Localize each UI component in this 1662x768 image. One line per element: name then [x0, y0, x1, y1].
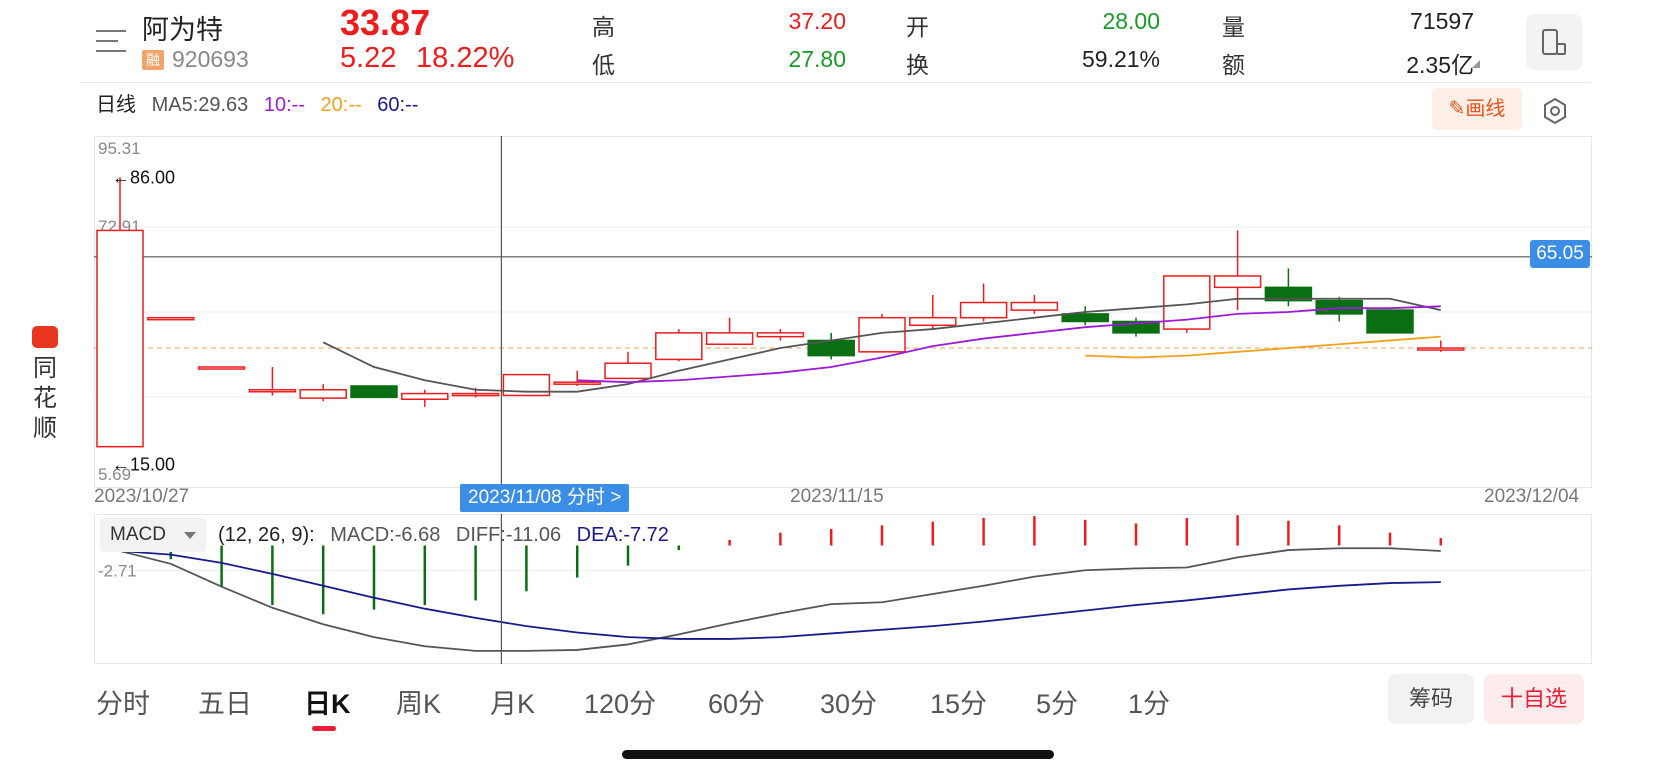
macd-value: MACD:-6.68: [330, 524, 441, 546]
tab-60min[interactable]: 60分: [708, 689, 766, 719]
candle-body: [705, 332, 754, 345]
tab-15min[interactable]: 15分: [930, 689, 988, 719]
macd-frame: [94, 514, 1592, 664]
ma5-line: [322, 297, 1441, 393]
tab-5min[interactable]: 5分: [1036, 689, 1079, 719]
corner-mark: [1472, 60, 1480, 68]
quote-label-volume: 量: [1222, 14, 1245, 40]
tab-month-k[interactable]: 月K: [490, 689, 536, 719]
candle-body: [1417, 347, 1465, 351]
quote-label-amount: 额: [1222, 52, 1245, 78]
quote-value-low: 27.80: [788, 46, 846, 72]
y-axis-label: 5.69: [98, 465, 131, 484]
candle-body: [248, 389, 297, 393]
date-label-end: 2023/12/04: [1484, 486, 1580, 507]
quote-label-open: 开: [906, 14, 929, 40]
candle-body: [350, 385, 398, 399]
caret-down-icon: [184, 532, 196, 539]
tab-120min[interactable]: 120分: [584, 689, 657, 719]
macd-values: (12, 26, 9): MACD:-6.68 DIFF:-11.06 DEA:…: [218, 524, 679, 547]
macd-y-label: -2.71: [98, 561, 137, 580]
indicator-select[interactable]: MACD: [100, 518, 206, 552]
candle-body: [655, 332, 703, 361]
home-indicator: [622, 750, 1054, 759]
period-label: 日线: [96, 94, 136, 116]
tab-day-k[interactable]: 日K: [304, 689, 351, 719]
tab-week-k[interactable]: 周K: [396, 689, 442, 719]
diff-line: [119, 547, 1441, 652]
quote-label-turnover: 换: [906, 52, 929, 78]
candle-body: [401, 392, 449, 401]
candle-body: [909, 316, 957, 327]
candle-body: [299, 389, 347, 399]
tab-fenshi[interactable]: 分时: [96, 689, 150, 719]
candle-body: [197, 366, 246, 370]
ma20-label: 20:--: [320, 94, 362, 116]
price-change: 5.22: [340, 42, 397, 74]
draw-line-button[interactable]: ✎画线: [1432, 88, 1522, 130]
device-switch-button[interactable]: [1526, 14, 1582, 70]
candle-body: [604, 362, 652, 380]
ma20-line: [1085, 335, 1441, 359]
settings-icon[interactable]: [1540, 96, 1570, 126]
y-axis-label: 95.31: [98, 139, 141, 158]
tab-1min[interactable]: 1分: [1128, 689, 1171, 719]
candle-body: [756, 332, 805, 338]
add-favorite-button[interactable]: 十自选: [1484, 674, 1584, 724]
candle-body: [553, 381, 601, 385]
menu-icon[interactable]: [96, 28, 128, 54]
active-tab-indicator: [312, 726, 336, 731]
candle-body: [1366, 309, 1414, 334]
macd-params: (12, 26, 9):: [218, 524, 315, 546]
app-logo-icon[interactable]: [32, 326, 58, 348]
current-price: 33.87: [340, 2, 431, 43]
candle-body: [959, 301, 1008, 319]
quote-label-high: 高: [592, 14, 615, 40]
side-brand-label[interactable]: 同花顺: [33, 355, 57, 442]
price-change-pct: 18.22%: [416, 42, 515, 74]
margin-badge: 融: [142, 50, 164, 70]
ma60-label: 60:--: [377, 94, 419, 116]
candle-body: [502, 373, 551, 397]
quote-value-volume: 71597: [1410, 8, 1474, 34]
candle-body: [147, 316, 195, 321]
candle-body: [451, 392, 500, 397]
crosshair-price-tag: 65.05: [1530, 240, 1590, 268]
quote-value-turnover: 59.21%: [1081, 46, 1160, 72]
stock-code: 920693: [172, 46, 249, 72]
ma10-label: 10:--: [263, 94, 305, 116]
candle-body: [1112, 320, 1160, 334]
min-price-marker: ←15.00: [112, 455, 175, 475]
date-label-start: 2023/10/27: [94, 486, 190, 507]
ma10-line: [577, 305, 1441, 384]
device-icon: [1542, 29, 1566, 55]
kline-chart[interactable]: 95.3172.9150.5028.095.69←86.00←15.00: [94, 136, 1592, 488]
crosshair-date-button[interactable]: 2023/11/08 分时 >: [460, 484, 630, 512]
candle-body: [1213, 275, 1262, 289]
ma5-label: MA5:29.63: [151, 94, 249, 116]
dea-line: [119, 550, 1441, 640]
chip-distribution-button[interactable]: 筹码: [1388, 674, 1474, 724]
macd-chart[interactable]: -2.71: [94, 514, 1592, 664]
candle-body: [96, 229, 144, 448]
quote-value-open: 28.00: [1102, 8, 1160, 34]
max-price-marker: ←86.00: [112, 167, 175, 187]
tab-wuri[interactable]: 五日: [198, 689, 252, 719]
diff-value: DIFF:-11.06: [455, 524, 562, 546]
quote-value-amount: 2.35亿: [1406, 52, 1474, 78]
candle-body: [1315, 299, 1363, 315]
quote-value-high: 37.20: [788, 8, 846, 34]
indicator-select-label: MACD: [110, 524, 166, 545]
date-label-mid: 2023/11/15: [790, 486, 884, 507]
stock-name: 阿为特: [142, 15, 223, 45]
tab-30min[interactable]: 30分: [820, 689, 878, 719]
candle-body: [1264, 286, 1313, 302]
ma-legend: 日线 MA5:29.63 10:-- 20:-- 60:--: [96, 88, 428, 117]
candle-body: [1061, 313, 1109, 323]
quote-label-low: 低: [592, 52, 615, 78]
header-divider: [80, 82, 1590, 83]
dea-value: DEA:-7.72: [576, 524, 669, 546]
candle-body: [1010, 301, 1059, 311]
